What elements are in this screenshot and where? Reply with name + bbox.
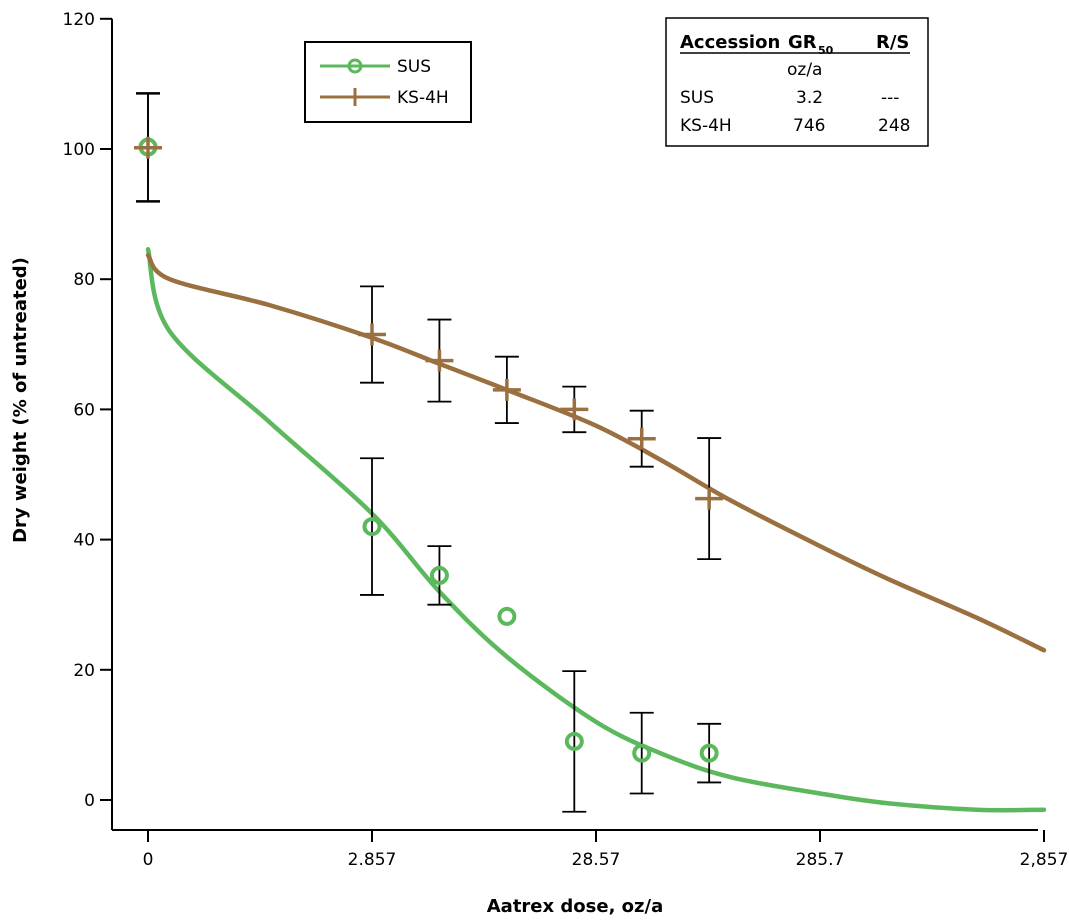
data-point-sus: [564, 731, 584, 751]
legend-box: [304, 41, 472, 123]
y-tick-label: 0: [84, 791, 95, 811]
y-axis-title: Dry weight (% of untreated): [10, 257, 31, 543]
fit-curve-ks-4h: [145, 252, 1047, 653]
y-tick-label: 60: [73, 400, 95, 420]
fit-curve-sus: [145, 247, 1047, 813]
data-point-sus: [497, 606, 517, 626]
table-units: oz/a: [787, 60, 822, 80]
x-tick-label: 2,857: [1020, 850, 1069, 870]
table-row-ks4h-rs: 248: [878, 116, 910, 136]
table-header-gr: GR: [788, 32, 817, 53]
table-row-ks4h-name: KS-4H: [680, 116, 732, 136]
data-markers: [134, 136, 724, 763]
table-header-gr-subscript: 50: [818, 44, 834, 57]
table-row-sus-gr50: 3.2: [796, 88, 823, 108]
legend-sus-marker: [347, 58, 363, 74]
y-tick-label: 20: [73, 661, 95, 681]
data-point-sus: [632, 743, 652, 763]
table-box: [665, 17, 929, 147]
x-tick-label: 285.7: [796, 850, 845, 870]
fit-curves: [145, 247, 1047, 813]
x-tick-label: 2.857: [348, 850, 397, 870]
x-tick-label: 0: [143, 850, 154, 870]
tick-labels: 0 20 40 60 80 100 120 0 2.857 28.57 285.7 2,857: [63, 10, 1069, 870]
legend: SUS KS-4H: [304, 41, 472, 123]
data-point-sus: [699, 743, 719, 763]
gr50-table: Accession GR 50 R/S oz/a SUS 3.2 --- KS-…: [665, 17, 929, 147]
legend-sus-label: SUS: [397, 57, 431, 77]
table-header-accession: Accession: [680, 32, 780, 53]
y-tick-label: 120: [63, 10, 95, 30]
data-point-sus: [362, 517, 382, 537]
table-row-sus-name: SUS: [680, 88, 714, 108]
table-header-rs: R/S: [876, 32, 909, 53]
axes: [100, 17, 1045, 842]
table-row-sus-rs: ---: [881, 88, 899, 108]
data-point-sus: [429, 565, 449, 585]
table-row-ks4h-gr50: 746: [793, 116, 825, 136]
y-tick-label: 40: [73, 531, 95, 551]
y-tick-label: 80: [73, 270, 95, 290]
x-axis-title: Aatrex dose, oz/a: [487, 896, 663, 917]
x-tick-label: 28.57: [572, 850, 621, 870]
error-bars: [136, 92, 722, 813]
y-tick-label: 100: [63, 140, 95, 160]
legend-ks4h-label: KS-4H: [397, 88, 449, 108]
